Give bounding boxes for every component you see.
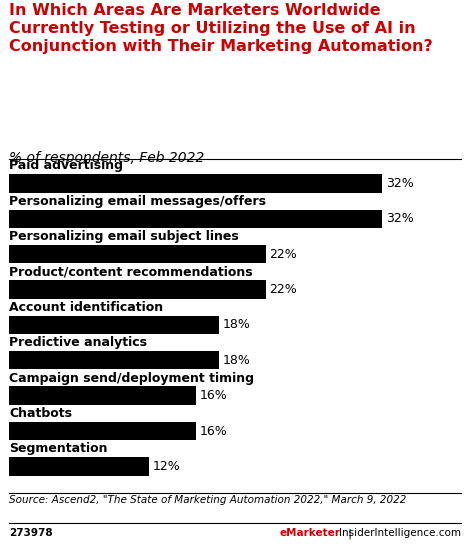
Text: 22%: 22% (269, 283, 297, 296)
Text: Campaign send/deployment timing: Campaign send/deployment timing (9, 372, 254, 385)
Bar (9, 245, 266, 263)
Text: Account identification: Account identification (9, 301, 164, 314)
Bar (9, 280, 266, 299)
Bar (9, 387, 196, 405)
Text: Segmentation: Segmentation (9, 442, 108, 456)
Text: |: | (345, 528, 356, 539)
Text: Product/content recommendations: Product/content recommendations (9, 265, 253, 279)
Text: 18%: 18% (223, 319, 251, 331)
Text: InsiderIntelligence.com: InsiderIntelligence.com (338, 528, 461, 538)
Text: 32%: 32% (386, 177, 414, 190)
Bar (9, 351, 219, 369)
Text: Source: Ascend2, "The State of Marketing Automation 2022," March 9, 2022: Source: Ascend2, "The State of Marketing… (9, 495, 407, 505)
Text: 273978: 273978 (9, 528, 53, 538)
Text: 22%: 22% (269, 248, 297, 260)
Bar (9, 457, 149, 476)
Text: eMarketer: eMarketer (280, 528, 341, 538)
Text: 16%: 16% (199, 425, 227, 437)
Text: Predictive analytics: Predictive analytics (9, 336, 148, 349)
Text: In Which Areas Are Marketers Worldwide
Currently Testing or Utilizing the Use of: In Which Areas Are Marketers Worldwide C… (9, 3, 433, 54)
Text: 12%: 12% (153, 460, 180, 473)
Text: Personalizing email subject lines: Personalizing email subject lines (9, 230, 239, 243)
Text: Personalizing email messages/offers: Personalizing email messages/offers (9, 195, 266, 208)
Text: 18%: 18% (223, 354, 251, 367)
Text: 16%: 16% (199, 389, 227, 402)
Text: % of respondents, Feb 2022: % of respondents, Feb 2022 (9, 151, 205, 165)
Bar (9, 210, 382, 228)
Bar (9, 174, 382, 192)
Text: Paid advertising: Paid advertising (9, 159, 124, 173)
Text: Chatbots: Chatbots (9, 407, 72, 420)
Text: 32%: 32% (386, 212, 414, 225)
Bar (9, 422, 196, 440)
Bar (9, 316, 219, 334)
